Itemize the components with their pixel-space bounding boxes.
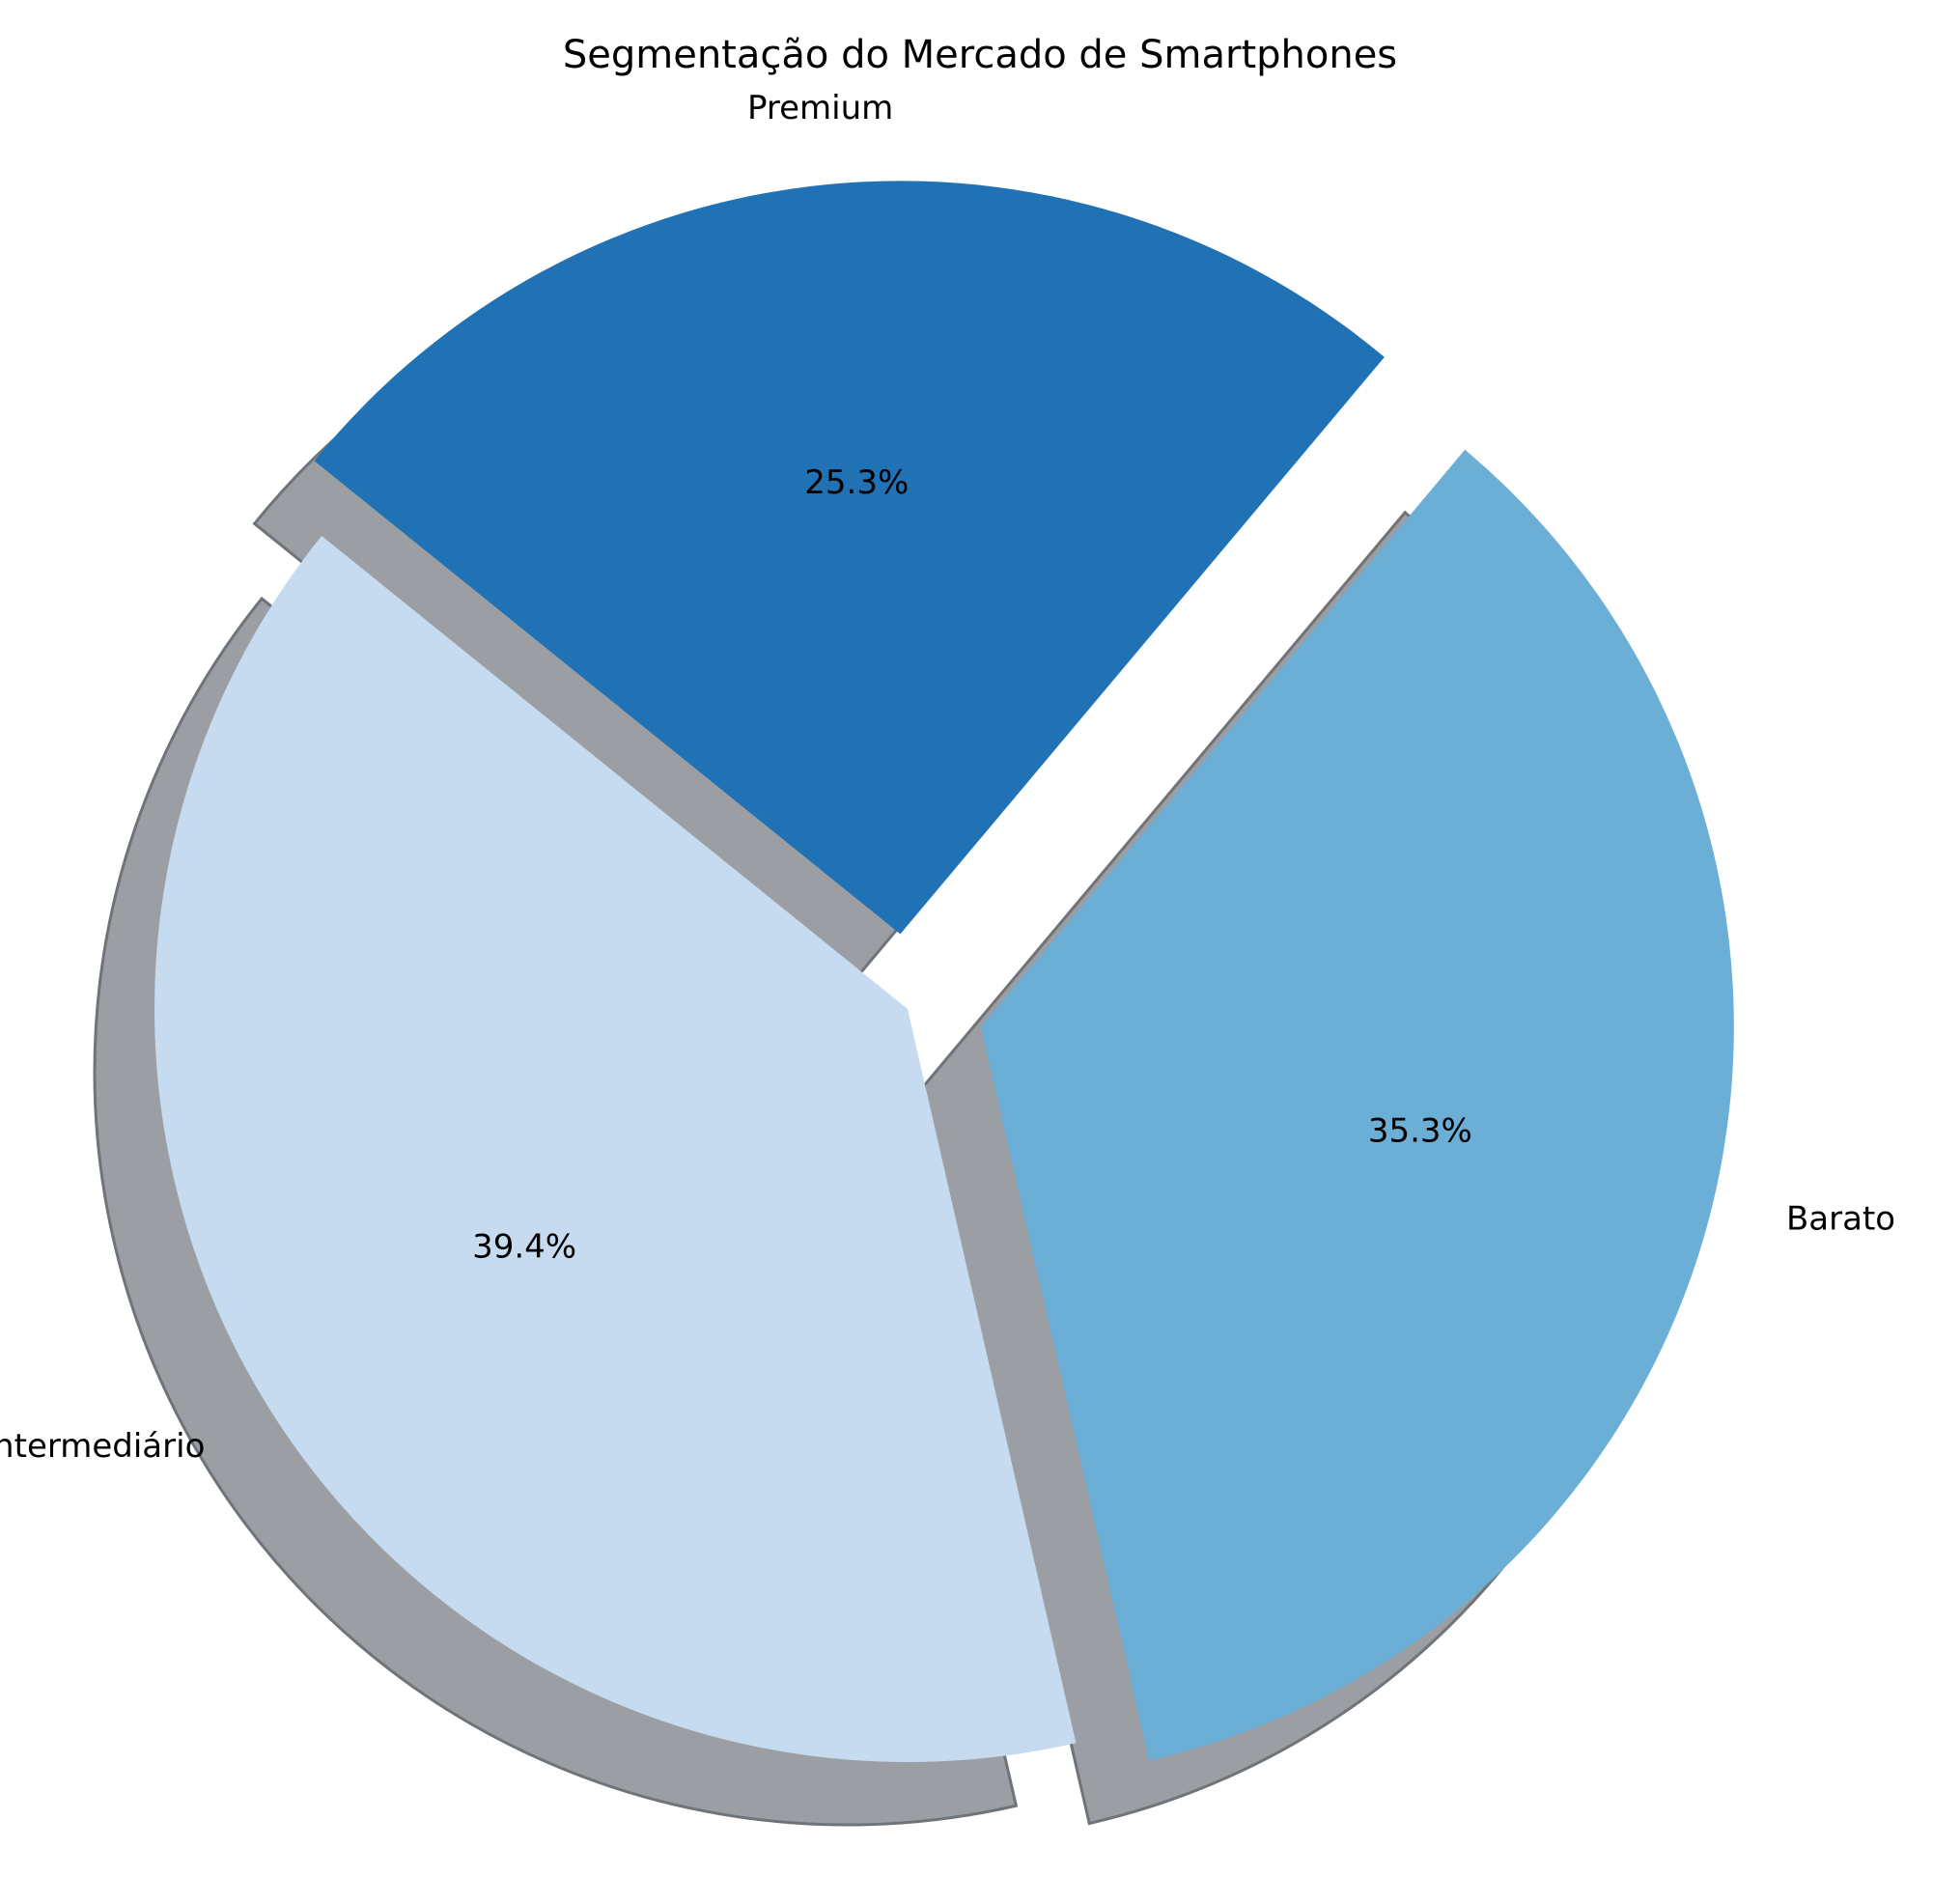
pie-slice-premium: [314, 181, 1385, 935]
label-layer: Premium 25.3% Intermediário 39.4% Barato 35.3…: [0, 89, 1895, 1466]
slice-label-barato: Barato: [1786, 1200, 1895, 1239]
slice-label-intermediario: Intermediário: [0, 1427, 205, 1466]
slice-percent-barato: 35.3%: [1368, 1111, 1472, 1150]
pie-slice-intermediario: [154, 535, 1077, 1762]
slice-label-premium: Premium: [747, 89, 893, 127]
slice-layer: [154, 181, 1734, 1762]
slice-percent-premium: 25.3%: [804, 463, 909, 502]
slice-percent-intermediario: 39.4%: [472, 1228, 576, 1267]
chart-title: Segmentação do Mercado de Smartphones: [563, 33, 1397, 77]
pie-slice-barato: [980, 449, 1734, 1761]
